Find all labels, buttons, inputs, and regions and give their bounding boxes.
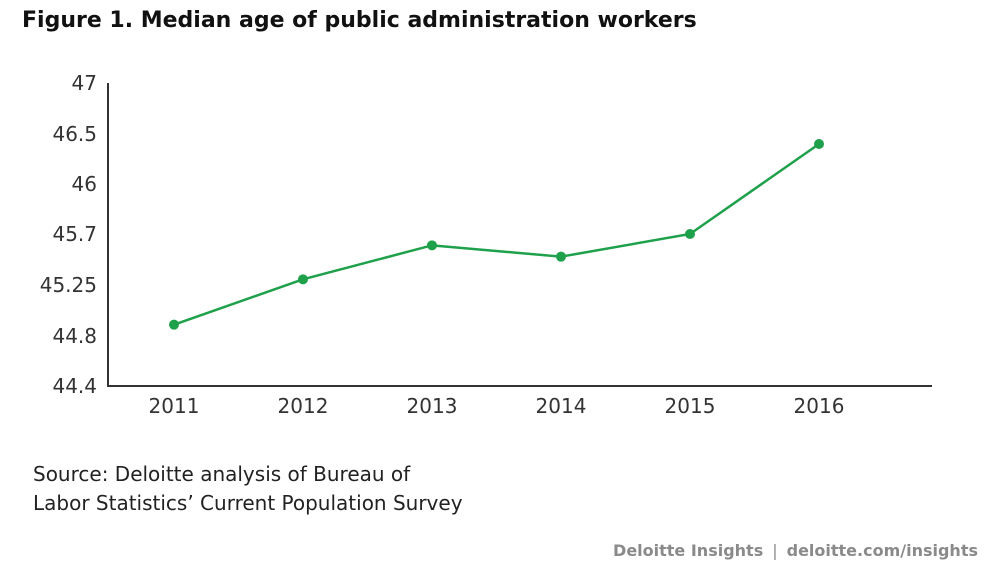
x-tick-label: 2011 (149, 394, 200, 418)
x-tick-label: 2014 (536, 394, 587, 418)
source-line-2: Labor Statistics’ Current Population Sur… (33, 491, 463, 515)
footer-credit: Deloitte Insights | deloitte.com/insights (613, 541, 978, 560)
y-tick-label: 47 (72, 71, 97, 95)
chart-title: Figure 1. Median age of public administr… (22, 8, 697, 33)
y-tick-label: 45.7 (52, 222, 97, 246)
x-tick-label: 2012 (278, 394, 329, 418)
source-note: Source: Deloitte analysis of Bureau of L… (33, 460, 553, 518)
data-point (556, 251, 566, 262)
source-line-1: Source: Deloitte analysis of Bureau of (33, 462, 411, 486)
x-tick-label: 2016 (794, 394, 845, 418)
series-line (173, 142, 820, 326)
footer-brand: Deloitte Insights (613, 541, 764, 560)
x-tick-label: 2013 (407, 394, 458, 418)
data-point (427, 240, 437, 251)
data-point (169, 319, 179, 330)
y-tick-label: 46 (72, 172, 97, 196)
y-tick-label: 44.4 (52, 374, 97, 398)
data-points (169, 139, 824, 330)
y-tick-label: 44.8 (52, 324, 97, 348)
data-point (298, 274, 308, 285)
y-tick-label: 46.5 (52, 122, 97, 146)
x-tick-label: 2015 (665, 394, 716, 418)
data-point (814, 139, 824, 149)
footer-link[interactable]: deloitte.com/insights (786, 541, 978, 560)
data-point (685, 229, 695, 239)
y-tick-label: 45.25 (40, 273, 97, 297)
x-axis-ticks: 2011 2012 2013 2014 2015 2016 (149, 394, 845, 418)
y-axis-ticks: 44.4 44.8 45.25 45.7 46 46.5 47 (40, 71, 97, 398)
footer-separator: | (772, 541, 778, 560)
